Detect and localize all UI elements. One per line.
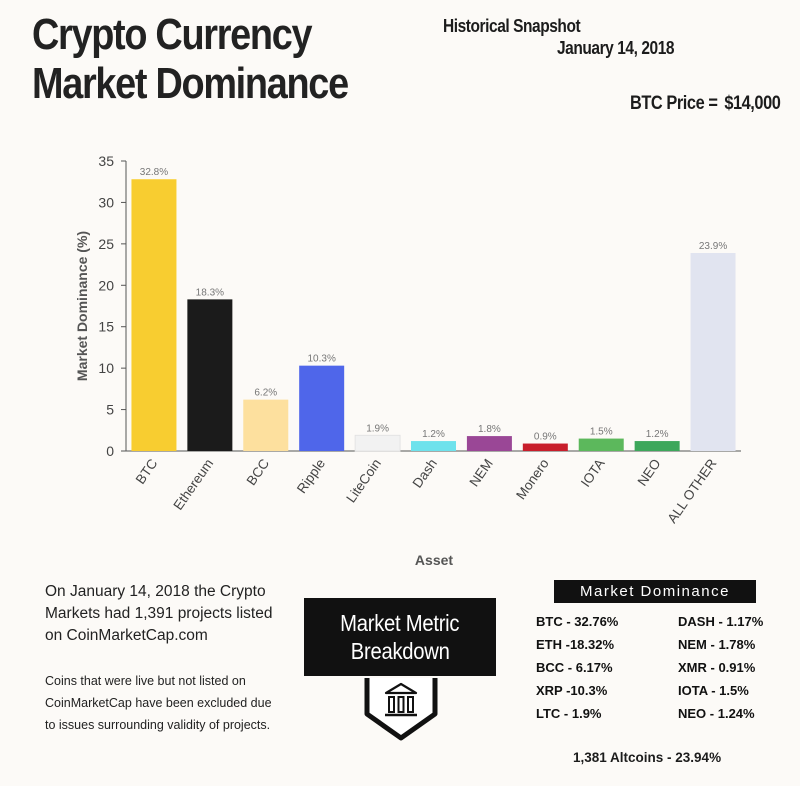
x-tick-label: Ripple [294, 456, 328, 496]
y-axis-title: Market Dominance (%) [74, 231, 90, 381]
y-tick-label: 20 [98, 277, 114, 293]
data-label: 6.2% [254, 388, 277, 399]
md-item-xmr: XMR - 0.91% [678, 660, 756, 675]
y-tick-label: 10 [98, 360, 114, 376]
x-tick-label: NEO [635, 456, 664, 489]
y-tick-label: 0 [106, 443, 114, 459]
x-tick-label: BTC [133, 456, 161, 487]
metric-box-line-1: Market Metric [340, 610, 460, 636]
bar-dash [411, 441, 456, 451]
title-line-2: Market Dominance [32, 59, 349, 108]
data-label: 23.9% [699, 241, 727, 252]
bar-litecoin [354, 434, 401, 452]
snapshot-date: January 14, 2018 [557, 38, 675, 58]
bar-ethereum [187, 299, 233, 451]
title-line-1: Crypto Currency [32, 10, 313, 59]
y-tick-label: 30 [98, 194, 114, 210]
data-label: 18.3% [196, 287, 224, 298]
bar-iota [578, 438, 624, 451]
data-label: 1.2% [646, 429, 669, 440]
md-item-eth: ETH -18.32% [536, 637, 615, 652]
x-tick-label: NEM [466, 456, 495, 489]
md-item-bcc: BCC - 6.17% [536, 660, 613, 675]
building-chart-icon [364, 678, 438, 741]
bar-ripple [299, 365, 345, 451]
bar-neo [634, 441, 680, 451]
x-tick-label: ALL OTHER [664, 456, 719, 526]
data-label: 0.9% [534, 432, 557, 443]
md-item-nem: NEM - 1.78% [678, 637, 756, 652]
md-item-ltc: LTC - 1.9% [536, 706, 602, 721]
x-tick-label: Ethereum [170, 456, 216, 513]
snapshot-title: Historical Snapshot [443, 16, 581, 36]
metric-box-line-2: Breakdown [350, 638, 450, 664]
y-tick-label: 35 [98, 153, 114, 169]
btc-price-value: $14,000 [724, 93, 781, 114]
data-label: 10.3% [308, 354, 336, 365]
x-tick-label: Dash [410, 456, 440, 490]
projects-paragraph: On January 14, 2018 the Crypto Markets h… [45, 583, 273, 644]
x-tick-label: BCC [244, 456, 273, 488]
x-tick-label: LiteCoin [343, 456, 384, 505]
md-item-dash: DASH - 1.17% [678, 614, 764, 629]
btc-price-label: BTC Price = [630, 93, 718, 114]
bar-bcc [243, 399, 289, 451]
market-dominance-header: Market Dominance [554, 580, 756, 603]
data-label: 32.8% [140, 167, 168, 178]
btc-price: BTC Price = $14,000 [630, 93, 781, 115]
data-label: 1.5% [590, 427, 613, 438]
data-label: 1.2% [422, 429, 445, 440]
md-item-neo: NEO - 1.24% [678, 706, 755, 721]
market-dominance-bar-chart: 0 5 10 15 20 25 30 35 32.8% BTC 18.3% Ethereum 6.2% B… [74, 153, 741, 568]
bar-btc [131, 179, 177, 451]
md-item-iota: IOTA - 1.5% [678, 683, 749, 698]
bar-nem [466, 436, 512, 451]
x-tick-label: IOTA [578, 456, 608, 490]
x-axis-title: Asset [415, 552, 453, 568]
y-tick-label: 5 [106, 402, 114, 418]
page-title: Crypto Currency Market Dominance [32, 10, 349, 108]
bar-monero [522, 443, 568, 451]
data-label: 1.9% [366, 423, 389, 434]
data-label: 1.8% [478, 424, 501, 435]
exclusion-note: Coins that were live but not listed on C… [45, 674, 272, 732]
bar-all-other [690, 252, 736, 451]
altcoins-summary: 1,381 Altcoins - 23.94% [573, 750, 722, 765]
market-metric-box: Market Metric Breakdown [304, 598, 496, 676]
y-tick-label: 15 [98, 319, 114, 335]
md-item-btc: BTC - 32.76% [536, 614, 619, 629]
md-item-xrp: XRP -10.3% [536, 683, 608, 698]
x-tick-label: Monero [513, 456, 552, 502]
y-tick-label: 25 [98, 236, 114, 252]
